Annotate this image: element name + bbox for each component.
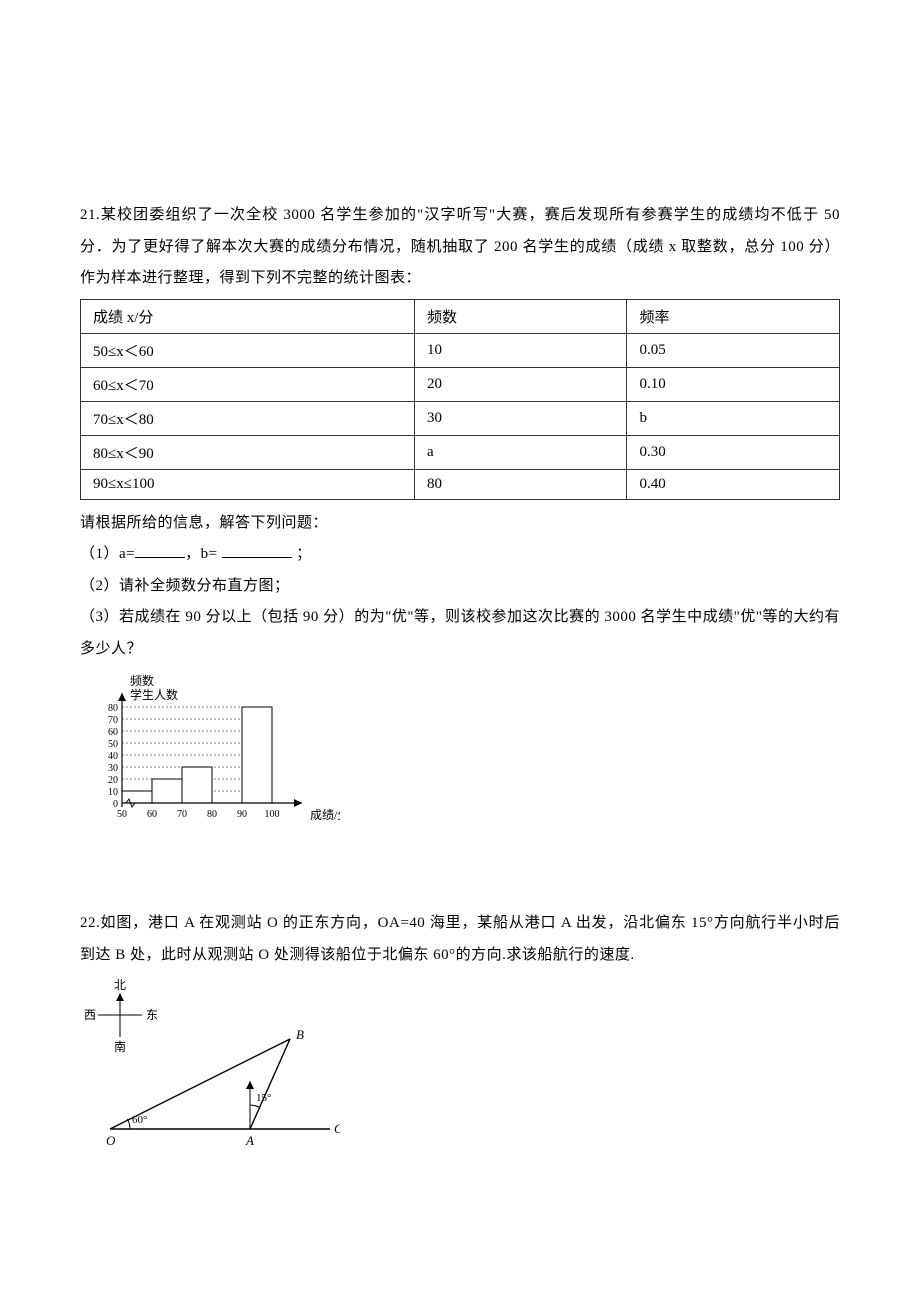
svg-text:A: A bbox=[245, 1133, 254, 1148]
svg-text:学生人数: 学生人数 bbox=[130, 687, 178, 702]
q21-part1-pre: （1）a= bbox=[80, 546, 135, 562]
svg-text:50: 50 bbox=[108, 739, 118, 750]
svg-text:70: 70 bbox=[177, 809, 187, 820]
q21-part3: （3）若成绩在 90 分以上（包括 90 分）的为"优"等，则该校参加这次比赛的… bbox=[80, 602, 840, 665]
cell: 60≤x＜70 bbox=[81, 367, 415, 401]
svg-text:60: 60 bbox=[147, 809, 157, 820]
q21-table: 成绩 x/分 频数 频率 50≤x＜60 10 0.05 60≤x＜70 20 … bbox=[80, 299, 840, 500]
q21-part2: （2）请补全频数分布直方图； bbox=[80, 571, 840, 603]
q22-body: 如图，港口 A 在观测站 O 的正东方向，OA=40 海里，某船从港口 A 出发… bbox=[80, 915, 840, 963]
svg-text:60: 60 bbox=[108, 727, 118, 738]
cell: 0.40 bbox=[627, 469, 840, 499]
svg-text:50: 50 bbox=[117, 809, 127, 820]
q21-histogram: 频数学生人数010203040506070805060708090100成绩/分 bbox=[80, 673, 840, 838]
cell: 90≤x≤100 bbox=[81, 469, 415, 499]
svg-text:东: 东 bbox=[146, 1008, 158, 1022]
svg-text:20: 20 bbox=[108, 775, 118, 786]
svg-text:90: 90 bbox=[237, 809, 247, 820]
svg-text:北: 北 bbox=[114, 979, 126, 992]
svg-text:15°: 15° bbox=[256, 1092, 271, 1104]
cell: 0.05 bbox=[627, 333, 840, 367]
svg-text:10: 10 bbox=[108, 787, 118, 798]
svg-text:80: 80 bbox=[108, 703, 118, 714]
cell: 50≤x＜60 bbox=[81, 333, 415, 367]
table-row: 60≤x＜70 20 0.10 bbox=[81, 367, 840, 401]
svg-text:南: 南 bbox=[114, 1039, 126, 1054]
cell: 80 bbox=[414, 469, 627, 499]
svg-text:30: 30 bbox=[108, 763, 118, 774]
q21-intro-text: 某校团委组织了一次全校 3000 名学生参加的"汉字听写"大赛，赛后发现所有参赛… bbox=[80, 207, 840, 286]
cell: b bbox=[627, 401, 840, 435]
svg-text:频数: 频数 bbox=[130, 673, 154, 688]
cell: 10 bbox=[414, 333, 627, 367]
cell: 20 bbox=[414, 367, 627, 401]
svg-text:70: 70 bbox=[108, 715, 118, 726]
table-col-2: 频率 bbox=[627, 299, 840, 333]
q21-number: 21. bbox=[80, 207, 100, 223]
svg-text:40: 40 bbox=[108, 751, 118, 762]
svg-text:60°: 60° bbox=[132, 1114, 147, 1126]
table-row: 80≤x＜90 a 0.30 bbox=[81, 435, 840, 469]
q21-part1-mid: ，b= bbox=[185, 546, 222, 562]
q21-part1: （1）a= ，b= ； bbox=[80, 539, 840, 571]
q21-part1-post: ； bbox=[292, 546, 312, 562]
cell: 80≤x＜90 bbox=[81, 435, 415, 469]
svg-text:西: 西 bbox=[84, 1008, 96, 1022]
svg-text:B: B bbox=[296, 1027, 304, 1042]
q21-intro: 21.某校团委组织了一次全校 3000 名学生参加的"汉字听写"大赛，赛后发现所… bbox=[80, 200, 840, 295]
q22-number: 22. bbox=[80, 915, 100, 931]
svg-text:80: 80 bbox=[207, 809, 217, 820]
table-header-row: 成绩 x/分 频数 频率 bbox=[81, 299, 840, 333]
table-col-0: 成绩 x/分 bbox=[81, 299, 415, 333]
table-col-1: 频数 bbox=[414, 299, 627, 333]
cell: 0.30 bbox=[627, 435, 840, 469]
blank-a[interactable] bbox=[135, 542, 185, 558]
cell: 30 bbox=[414, 401, 627, 435]
table-row: 70≤x＜80 30 b bbox=[81, 401, 840, 435]
cell: 70≤x＜80 bbox=[81, 401, 415, 435]
q22-text: 22.如图，港口 A 在观测站 O 的正东方向，OA=40 海里，某船从港口 A… bbox=[80, 908, 840, 971]
cell: 0.10 bbox=[627, 367, 840, 401]
table-row: 50≤x＜60 10 0.05 bbox=[81, 333, 840, 367]
table-row: 90≤x≤100 80 0.40 bbox=[81, 469, 840, 499]
cell: a bbox=[414, 435, 627, 469]
blank-b[interactable] bbox=[222, 542, 292, 558]
svg-text:C: C bbox=[334, 1121, 340, 1136]
q22-diagram: 北南 西 东 60° 15° O A B C bbox=[80, 979, 840, 1154]
svg-text:O: O bbox=[106, 1133, 116, 1148]
q21-prompt: 请根据所给的信息，解答下列问题： bbox=[80, 508, 840, 540]
svg-text:成绩/分: 成绩/分 bbox=[310, 808, 340, 822]
svg-text:100: 100 bbox=[265, 809, 280, 820]
